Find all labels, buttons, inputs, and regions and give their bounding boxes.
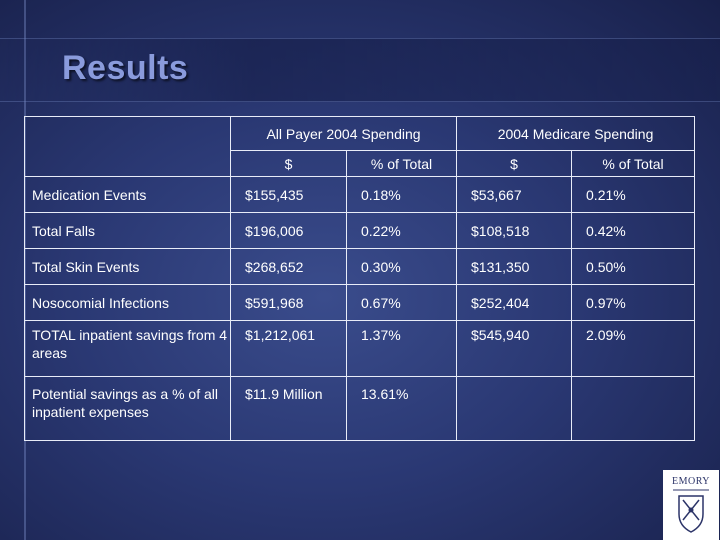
- cell-value-empty: [571, 376, 696, 441]
- cell-value: 0.42%: [571, 212, 696, 249]
- group-header-row: All Payer 2004 Spending 2004 Medicare Sp…: [24, 116, 696, 177]
- sub-header-row: $ % of Total $ % of Total: [25, 150, 696, 177]
- cell-value: 0.18%: [345, 176, 458, 213]
- sub-header-percent: % of Total: [345, 150, 458, 177]
- table-row-total: TOTAL inpatient savings from 4 areas $1,…: [24, 320, 696, 377]
- emory-logo: EMORY: [663, 470, 719, 540]
- cell-value: 13.61%: [345, 376, 458, 441]
- cell-value: 0.22%: [345, 212, 458, 249]
- row-label: Total Skin Events: [24, 248, 231, 285]
- sub-header-percent: % of Total: [571, 150, 696, 177]
- medicare-header: 2004 Medicare Spending: [456, 116, 696, 151]
- cell-value: $11.9 Million: [230, 376, 347, 441]
- cell-value: $53,667: [456, 176, 573, 213]
- row-label: Total Falls: [24, 212, 231, 249]
- table-row: Nosocomial Infections $591,968 0.67% $25…: [24, 284, 696, 321]
- logo-wordmark: EMORY: [671, 476, 711, 487]
- cell-value: $268,652: [230, 248, 347, 285]
- all-payer-header: All Payer 2004 Spending: [229, 116, 458, 151]
- table-row-potential: Potential savings as a % of all inpatien…: [24, 376, 696, 441]
- cell-value: 0.67%: [345, 284, 458, 321]
- header-corner-cell: [24, 116, 231, 177]
- row-label: Potential savings as a % of all inpatien…: [24, 376, 231, 441]
- table-row: Total Skin Events $268,652 0.30% $131,35…: [24, 248, 696, 285]
- sub-header-dollars: $: [456, 150, 573, 177]
- row-label: Nosocomial Infections: [24, 284, 231, 321]
- cell-value: $108,518: [456, 212, 573, 249]
- cell-value: $545,940: [456, 320, 573, 377]
- cell-value: $1,212,061: [230, 320, 347, 377]
- slide-title: Results: [62, 49, 189, 87]
- cell-value: $591,968: [230, 284, 347, 321]
- cell-value: $252,404: [456, 284, 573, 321]
- cell-value: $155,435: [230, 176, 347, 213]
- row-label: Medication Events: [24, 176, 231, 213]
- table-row: Medication Events $155,435 0.18% $53,667…: [24, 176, 696, 213]
- cell-value: $131,350: [456, 248, 573, 285]
- results-table: All Payer 2004 Spending 2004 Medicare Sp…: [24, 116, 696, 441]
- cell-value: 0.50%: [571, 248, 696, 285]
- cell-value: 0.97%: [571, 284, 696, 321]
- cell-value-empty: [456, 376, 573, 441]
- cell-value: 0.21%: [571, 176, 696, 213]
- cell-value: $196,006: [230, 212, 347, 249]
- cell-value: 2.09%: [571, 320, 696, 377]
- title-band: [0, 38, 720, 102]
- table-row: Total Falls $196,006 0.22% $108,518 0.42…: [24, 212, 696, 249]
- cell-value: 0.30%: [345, 248, 458, 285]
- shield-icon: [673, 489, 709, 533]
- cell-value: 1.37%: [345, 320, 458, 377]
- sub-header-dollars: $: [230, 150, 347, 177]
- row-label: TOTAL inpatient savings from 4 areas: [24, 320, 231, 377]
